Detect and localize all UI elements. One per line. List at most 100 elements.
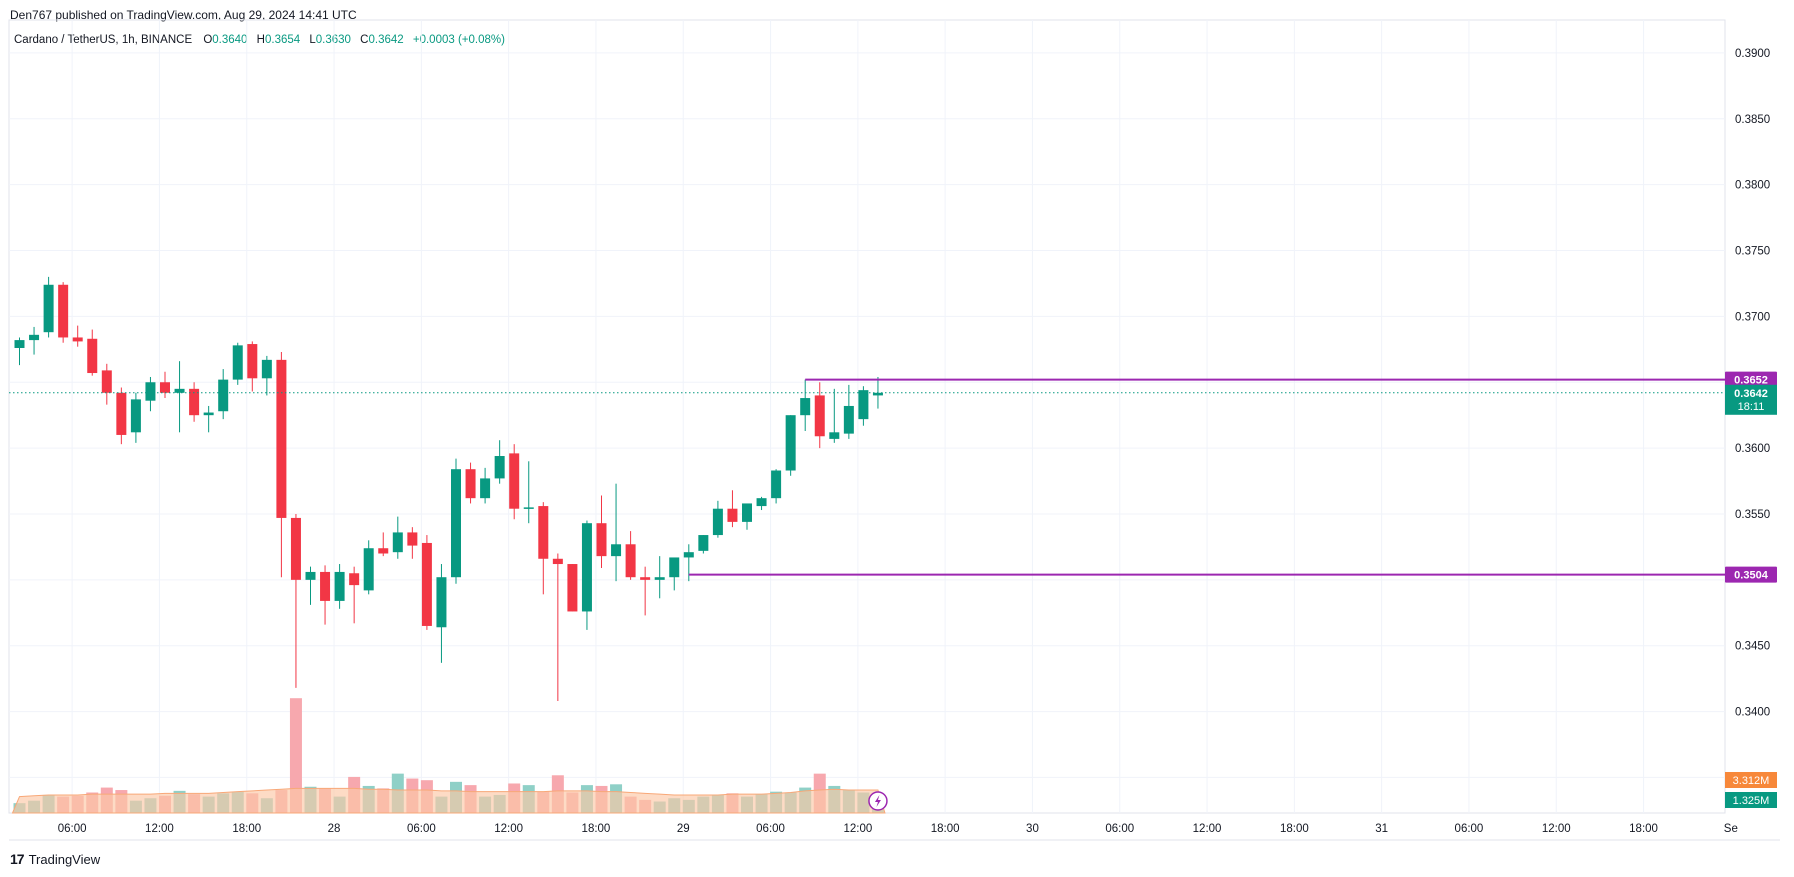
last-price-badge: [1725, 384, 1777, 415]
candle-body: [785, 415, 796, 471]
x-tick-label: 12:00: [843, 823, 872, 835]
x-tick-label: 18:00: [931, 823, 960, 835]
volume-ma-area: [11, 787, 886, 814]
candle-body: [349, 573, 360, 586]
candle-body: [145, 382, 156, 401]
x-tick-label: 12:00: [1542, 823, 1571, 835]
y-tick-label: 0.3400: [1735, 707, 1770, 719]
candle-body: [174, 388, 185, 393]
y-tick-label: 0.3450: [1735, 641, 1770, 653]
low-label: L: [309, 34, 316, 46]
candle-body: [436, 577, 447, 628]
y-tick-label: 0.3600: [1735, 443, 1770, 455]
y-tick-label: 0.3850: [1735, 114, 1770, 126]
candle-body: [872, 392, 883, 396]
candle-body: [189, 388, 200, 416]
candle-body: [130, 399, 141, 433]
x-tick-label: 31: [1375, 823, 1388, 835]
candle-body: [363, 548, 374, 591]
candle-body: [247, 344, 258, 379]
candle-body: [640, 577, 651, 580]
candle-body: [742, 503, 752, 522]
volume-badge-label: 1.325M: [1733, 795, 1770, 807]
candle-body: [421, 542, 432, 626]
candle-body: [276, 359, 287, 518]
candle-body: [72, 337, 83, 342]
change-value: +0.0003 (+0.08%): [412, 34, 505, 46]
open-value: 0.3640: [212, 34, 248, 46]
open-label: O: [203, 34, 213, 46]
x-tick-label: 18:00: [582, 823, 611, 835]
candle-body: [29, 334, 40, 341]
candle-body: [509, 453, 520, 509]
published-caption: Den767 published on TradingView.com, Aug…: [10, 8, 357, 22]
x-tick-label: 18:00: [232, 823, 261, 835]
candle-body: [727, 508, 738, 522]
close-value: 0.3642: [368, 34, 404, 46]
symbol-name: Cardano / TetherUS, 1h, BINANCE: [14, 34, 193, 46]
last-price-label: 0.3642: [1734, 388, 1768, 400]
candle-body: [320, 571, 331, 601]
tradingview-brand[interactable]: 17 TradingView: [10, 851, 100, 867]
x-tick-label: 06:00: [58, 823, 87, 835]
x-tick-label: 12:00: [494, 823, 523, 835]
x-tick-label: Se: [1724, 823, 1738, 835]
candle-body: [581, 523, 592, 612]
level-badge-label: 0.3652: [1734, 375, 1768, 387]
x-tick-label: 28: [328, 823, 341, 835]
x-tick-label: 18:00: [1629, 823, 1658, 835]
candle-body: [611, 544, 622, 557]
candle-body: [843, 405, 854, 434]
volume-badge: [1725, 772, 1777, 788]
brand-name: TradingView: [28, 851, 101, 867]
candle-body: [14, 340, 25, 349]
x-tick-label: 06:00: [1455, 823, 1484, 835]
lightning-bolt: [874, 795, 881, 807]
x-tick-label: 06:00: [1105, 823, 1134, 835]
y-tick-label: 0.3550: [1735, 509, 1770, 521]
candle-body: [116, 392, 127, 435]
bar-countdown-label: 18:11: [1738, 401, 1765, 413]
candle-body: [160, 382, 170, 393]
candle-body: [58, 284, 69, 338]
candle-body: [829, 432, 840, 439]
candle-body: [392, 532, 403, 553]
x-tick-label: 12:00: [1193, 823, 1222, 835]
candle-body: [654, 577, 665, 580]
candle-body: [552, 558, 563, 565]
y-tick-label: 0.3800: [1735, 180, 1770, 192]
close-label: C: [360, 34, 369, 46]
candle-body: [465, 469, 476, 499]
x-tick-label: 12:00: [145, 823, 174, 835]
candle-body: [712, 508, 723, 536]
candle-body: [305, 571, 316, 580]
high-label: H: [256, 34, 265, 46]
candle-body: [407, 532, 418, 546]
volume-bar: [289, 698, 302, 813]
volume-badge: [1725, 792, 1777, 808]
candle-body: [771, 470, 782, 499]
tradingview-logo-icon: 17: [10, 851, 25, 867]
low-value: 0.3630: [315, 34, 351, 46]
candle-body: [596, 523, 607, 557]
candle-body: [480, 478, 491, 499]
candle-body: [232, 345, 243, 380]
symbol-legend: Cardano / TetherUS, 1h, BINANCE O0.3640 …: [14, 34, 505, 46]
candle-body: [203, 412, 214, 416]
candle-body: [494, 456, 505, 479]
candle-body: [625, 544, 636, 578]
level-badge: [1725, 371, 1777, 388]
x-tick-label: 30: [1026, 823, 1039, 835]
x-tick-label: 06:00: [756, 823, 785, 835]
candle-body: [451, 469, 461, 578]
y-tick-label: 0.3700: [1735, 311, 1770, 323]
candle-body: [378, 548, 389, 554]
candle-body: [290, 517, 301, 580]
volume-badge-label: 3.312M: [1733, 775, 1770, 787]
candle-body: [698, 535, 709, 551]
candle-body: [683, 552, 694, 558]
candle-body: [523, 507, 534, 509]
candle-body: [261, 359, 272, 379]
candle-body: [756, 498, 767, 507]
